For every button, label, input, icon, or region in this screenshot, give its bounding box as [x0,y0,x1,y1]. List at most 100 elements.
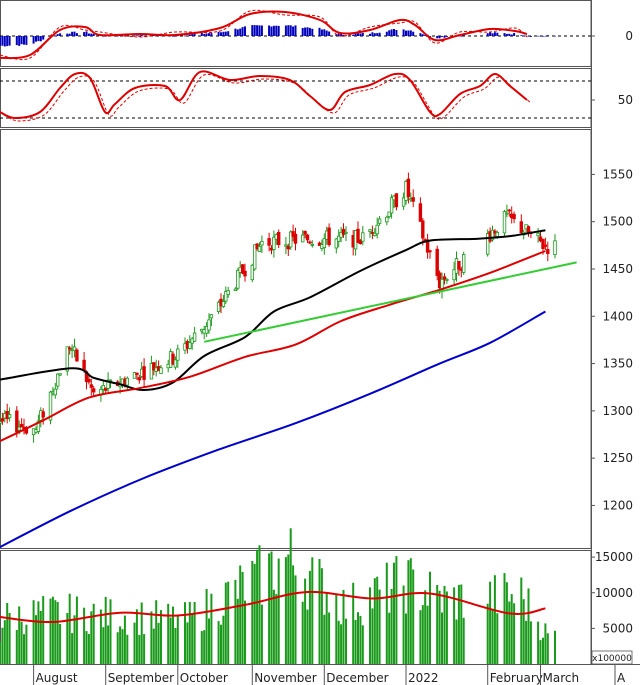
price-panel [0,172,577,548]
candle-body [252,244,257,270]
candle-down [75,348,79,362]
macd-histogram-bar [489,32,492,36]
volume-bar [393,562,395,664]
volume-bar [337,620,340,664]
volume-bar [203,630,206,664]
panel-frames [0,0,592,665]
candle-body [152,362,156,371]
candle-body [176,348,180,361]
volume-bar [176,615,179,664]
candle-body [221,301,226,308]
candle-up [373,228,377,237]
volume-bar [133,622,136,664]
candle-body [334,238,338,249]
macd-histogram-bar [520,35,523,36]
candle-up [389,194,394,219]
candle-down [286,243,290,256]
moving-average-1 [0,229,546,392]
volume-multiplier-label: x100000 [592,654,632,664]
candle-down [394,193,399,211]
volume-bar [222,615,225,664]
macd-histogram-bar [407,30,410,36]
macd-histogram-bar [116,35,119,37]
volume-bar [23,634,25,664]
candle-up [368,228,372,238]
volume-bar [546,633,549,664]
macd-histogram-bar [54,35,57,37]
macd-histogram-bar [6,36,9,47]
candle-body [92,388,96,393]
macd-histogram-bar [172,36,174,37]
candle-down [421,217,425,246]
moving-average-3 [0,310,546,548]
candle-up [284,237,288,255]
volume-bar [544,623,547,664]
macd-histogram-bar [236,29,239,36]
macd-histogram-bar [66,33,69,36]
macd-histogram-bar [357,33,359,36]
candle-down [152,362,156,376]
macd-histogram-bar [337,33,340,36]
macd-histogram-bar [253,25,256,36]
volume-bar [253,563,256,664]
macd-histogram-bar [409,30,412,36]
macd-histogram-bar [220,32,222,36]
candle-body [284,244,288,247]
volume-bar [304,578,307,664]
candle-body [303,230,307,235]
volume-bar [18,606,21,664]
candle-down [305,233,310,243]
macd-histogram-bar [354,33,357,36]
candle-body [209,314,214,319]
volume-bar [220,624,222,664]
candle-body [68,347,72,350]
volume-moving-average [0,590,546,624]
volume-bar [554,630,556,664]
volume-bar [441,612,443,664]
volume-bar [412,569,415,664]
candle-body [188,342,192,350]
macd-histogram-bar [342,35,345,36]
volume-bar [395,556,398,664]
candle-body [541,239,545,250]
stochastic-d-line [3,73,532,122]
volume-bar [200,631,203,664]
x-tick-label: November [254,671,316,685]
candle-body [142,366,146,380]
volume-bar [537,621,540,664]
candle-body [216,301,221,312]
candle-body [48,391,53,421]
candle-up [260,235,264,254]
price-tick-label: 1350 [602,357,633,371]
volume-bar [172,606,174,664]
macd-histogram-bar [241,27,244,36]
macd-histogram-bar [42,36,45,40]
volume-bar [251,560,254,664]
candle-up [385,215,389,226]
candle-up [236,268,240,291]
volume-bar [284,557,287,664]
macd-histogram-bar [311,28,314,36]
macd-histogram-bar [251,25,254,36]
volume-bar [66,613,69,664]
price-tick-label: 1200 [602,498,633,512]
macd-histogram-bar [376,33,379,36]
volume-bar [486,603,489,664]
macd-histogram-bar [491,33,494,36]
candle-down [104,387,108,394]
macd-histogram-bar [402,29,405,36]
candle-body [553,240,557,256]
macd-signal-line [0,9,528,61]
macd-histogram-bar [75,33,78,36]
volume-bar [167,603,170,664]
volume-bar [241,571,244,664]
candle-body [41,411,45,418]
candle-down [428,249,432,259]
macd-histogram-bar [268,25,271,36]
candle-body [53,388,57,396]
volume-bar [42,596,45,664]
candle-up [176,344,180,368]
candle-down [267,232,271,252]
volume-bar [73,615,76,664]
candle-body [401,197,406,207]
